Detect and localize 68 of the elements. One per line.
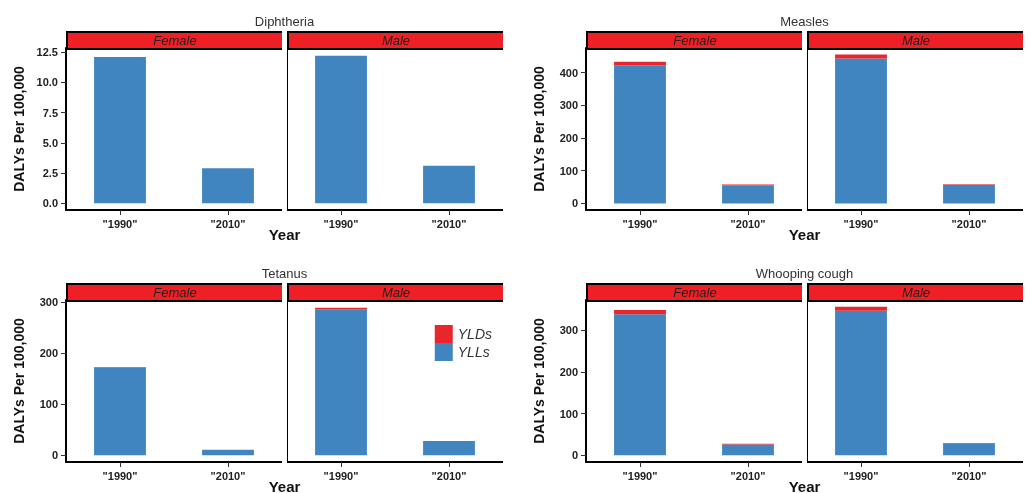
y-tick-label: 200 (559, 132, 578, 144)
y-tick-label: 300 (559, 99, 578, 112)
chart-title: Measles (780, 14, 829, 29)
chart-subtitle: Female (673, 285, 717, 300)
x-tick-label: "2010" (210, 217, 246, 230)
chart-subtitle: Male (381, 285, 411, 300)
x-axis-title: Year (268, 226, 301, 243)
legend-label: YLDs (457, 326, 492, 342)
y-tick-label: 5.0 (42, 136, 58, 149)
bar (614, 65, 666, 204)
y-axis-title: DALYs Per 100,000 (531, 318, 547, 444)
x-tick-label: "2010" (951, 217, 987, 230)
y-tick-label: 100 (559, 164, 578, 177)
x-tick-label: "1990" (622, 469, 658, 482)
bar (94, 367, 146, 456)
chart-title: Tetanus (261, 266, 308, 281)
x-tick-label: "2010" (951, 469, 987, 482)
bar (614, 309, 666, 315)
chart-subtitle: Male (901, 285, 931, 300)
chart-subtitle: Male (901, 33, 931, 48)
x-tick-label: "2010" (730, 469, 766, 482)
x-tick-label: "1990" (102, 469, 138, 482)
y-tick-label: 0 (571, 197, 578, 210)
bar (835, 306, 887, 311)
y-tick-label: 0 (571, 449, 578, 462)
x-tick-label: "1990" (323, 217, 359, 230)
bar (835, 310, 887, 456)
chart-title: Whooping cough (755, 266, 854, 281)
x-axis-title: Year (788, 226, 821, 243)
y-tick-label: 100 (559, 407, 578, 420)
y-tick-label: 200 (39, 347, 58, 360)
x-tick-label: "2010" (431, 469, 467, 482)
chart-subtitle: Female (153, 285, 197, 300)
y-tick-label: 200 (559, 366, 578, 379)
bar (722, 444, 774, 456)
bar (943, 444, 995, 456)
y-tick-label: 0.0 (42, 197, 58, 210)
x-axis-title: Year (788, 478, 821, 493)
y-tick-label: 300 (39, 296, 58, 309)
bar (722, 185, 774, 204)
chart-subtitle: Male (381, 33, 411, 48)
y-tick-label: 100 (39, 398, 58, 411)
y-tick-label: 0 (51, 449, 58, 462)
y-tick-label: 2.5 (42, 167, 58, 180)
x-axis-title: Year (268, 478, 301, 493)
y-tick-label: 12.5 (36, 46, 58, 59)
y-tick-label: 7.5 (42, 106, 58, 119)
bar (614, 314, 666, 456)
x-tick-label: "1990" (843, 217, 879, 230)
x-tick-label: "1990" (622, 217, 658, 230)
y-tick-label: 400 (559, 66, 578, 79)
x-tick-label: "2010" (210, 469, 246, 482)
x-tick-label: "2010" (730, 217, 766, 230)
y-axis-title: DALYs Per 100,000 (11, 318, 27, 444)
chart-subtitle: Female (673, 33, 717, 48)
legend-label: YLLs (457, 344, 490, 360)
x-tick-label: "2010" (431, 217, 467, 230)
x-tick-label: "1990" (843, 469, 879, 482)
chart-subtitle: Female (153, 33, 197, 48)
x-tick-label: "1990" (102, 217, 138, 230)
y-tick-label: 300 (559, 324, 578, 337)
chart-title: Diphtheria (254, 14, 315, 29)
y-tick-label: 10.0 (36, 76, 58, 89)
bar (943, 184, 995, 204)
x-tick-label: "1990" (323, 469, 359, 482)
bar (835, 58, 887, 204)
y-axis-title: DALYs Per 100,000 (531, 66, 547, 192)
y-axis-title: DALYs Per 100,000 (10, 66, 27, 192)
